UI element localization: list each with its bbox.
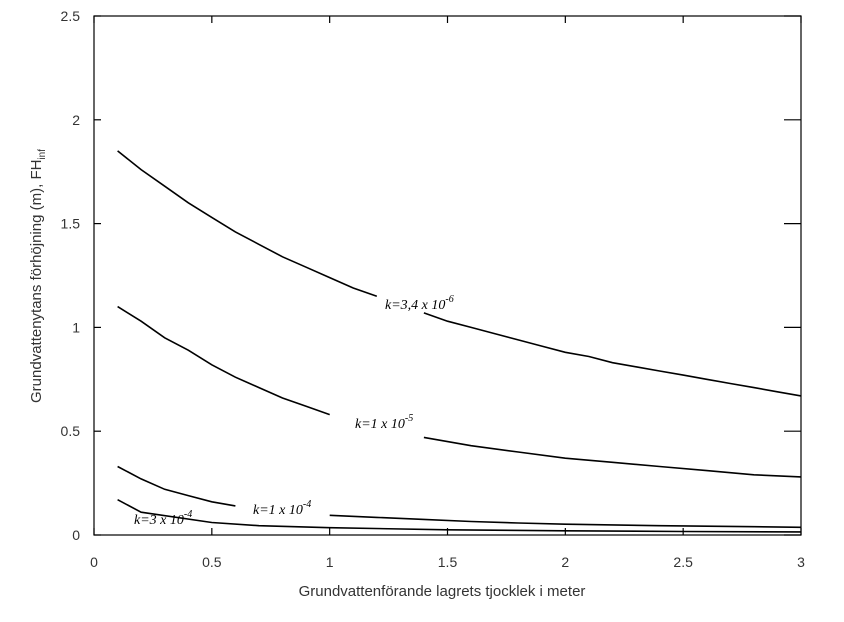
series-label-base: k=3 x 10 xyxy=(134,513,184,528)
series-lines xyxy=(117,150,802,533)
x-tick-label: 3 xyxy=(797,554,805,570)
x-tick-label: 0.5 xyxy=(202,554,222,570)
plot-frame xyxy=(93,15,802,536)
series-label-4: k=3 x 10-4 xyxy=(134,509,192,528)
series-line-3 xyxy=(329,514,802,529)
series-label-2: k=1 x 10-5 xyxy=(355,413,413,432)
x-tick-label: 2 xyxy=(561,554,569,570)
y-tick-label: 2 xyxy=(72,112,80,128)
y-tick-label: 1 xyxy=(72,319,80,335)
series-label-exponent: -4 xyxy=(184,509,192,520)
x-tick-label: 2.5 xyxy=(673,554,693,570)
x-axis-title: Grundvattenförande lagrets tjocklek i me… xyxy=(299,583,586,600)
series-labels: k=3,4 x 10-6k=1 x 10-5k=1 x 10-4k=3 x 10… xyxy=(134,294,454,528)
series-line-4 xyxy=(117,498,802,533)
series-label-3: k=1 x 10-4 xyxy=(253,499,311,518)
series-line-1 xyxy=(117,150,378,298)
series-line-2 xyxy=(423,436,802,478)
series-line-2 xyxy=(117,305,330,416)
y-axis-title-main: Grundvattenytans förhöjning (m), FH xyxy=(28,160,45,403)
series-label-1: k=3,4 x 10-6 xyxy=(385,294,454,313)
x-tick-label: 0 xyxy=(90,554,98,570)
x-axis-ticks: 0 0.5 1 1.5 2 2.5 3 xyxy=(90,16,805,570)
y-tick-label: 0.5 xyxy=(61,423,81,439)
series-line-3 xyxy=(117,465,236,507)
series-label-base: k=1 x 10 xyxy=(355,417,405,432)
series-label-exponent: -5 xyxy=(405,413,413,424)
y-axis-title: Grundvattenytans förhöjning (m), FHinf xyxy=(28,149,48,403)
y-tick-label: 1.5 xyxy=(61,216,81,232)
x-tick-label: 1 xyxy=(326,554,334,570)
y-tick-label: 0 xyxy=(72,527,80,543)
series-line-1 xyxy=(423,312,802,397)
x-tick-label: 1.5 xyxy=(438,554,458,570)
y-axis-title-subscript: inf xyxy=(37,149,48,160)
series-label-base: k=3,4 x 10 xyxy=(385,298,445,313)
series-label-base: k=1 x 10 xyxy=(253,503,303,518)
series-label-exponent: -6 xyxy=(445,294,453,305)
y-tick-label: 2.5 xyxy=(61,8,81,24)
series-label-exponent: -4 xyxy=(303,499,311,510)
y-axis-ticks: 0 0.5 1 1.5 2 2.5 xyxy=(61,8,801,543)
